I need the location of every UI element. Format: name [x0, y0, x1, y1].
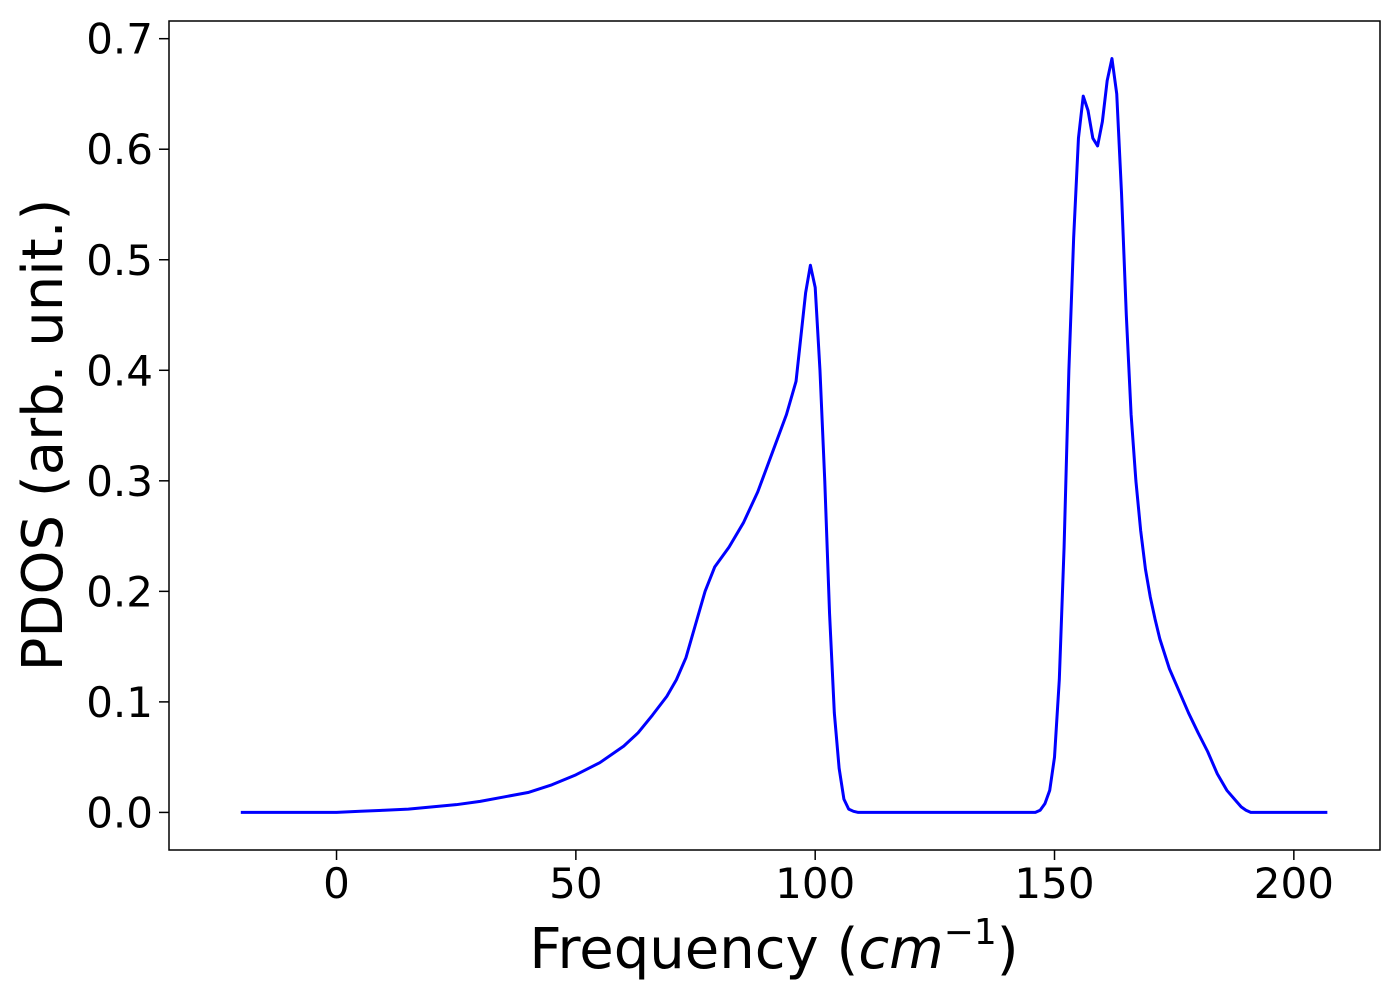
- y-tick-label: 0.1: [86, 678, 153, 727]
- x-axis-label-unit: cm: [858, 917, 943, 982]
- y-tick-label: 0.2: [86, 567, 153, 616]
- plot-area-background: [169, 21, 1380, 850]
- plot-frame: [168, 20, 1381, 851]
- y-axis-label: PDOS (arb. unit.): [11, 199, 76, 672]
- x-axis-label-suffix: ): [997, 917, 1019, 982]
- x-axis-label-exponent: −1: [944, 912, 997, 953]
- x-axis-label-prefix: Frequency (: [529, 917, 858, 982]
- y-tick-label: 0.3: [86, 457, 153, 506]
- x-axis-label: Frequency (cm−1): [529, 912, 1018, 982]
- x-tick-label: 150: [1014, 859, 1094, 908]
- y-tick-label: 0.0: [86, 788, 153, 837]
- x-tick-label: 200: [1254, 859, 1334, 908]
- y-tick-label: 0.5: [86, 236, 153, 285]
- x-tick-label: 100: [775, 859, 855, 908]
- y-tick-label: 0.6: [86, 125, 153, 174]
- x-tick-label: 0: [323, 859, 350, 908]
- x-tick-label: 50: [549, 859, 602, 908]
- y-axis-ticks: 0.0 0.1 0.2 0.3 0.4 0.5 0.6 0.7: [86, 15, 169, 837]
- y-tick-label: 0.7: [86, 15, 153, 64]
- series-line-pdos: [240, 57, 1328, 814]
- x-axis-ticks: 0 50 100 150 200: [323, 850, 1334, 908]
- y-tick-label: 0.4: [86, 346, 153, 395]
